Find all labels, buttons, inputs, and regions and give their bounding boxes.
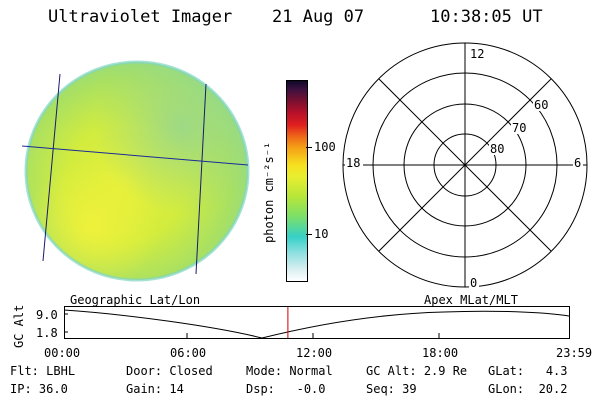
- status-glon: GLon: 20.2: [488, 382, 568, 396]
- timeline-x-tick-0600: 06:00: [170, 346, 207, 360]
- status-ip: IP: 36.0: [10, 382, 68, 396]
- lat-label-80: 80: [490, 142, 504, 156]
- timeline-x-tick-1200: 12:00: [296, 346, 333, 360]
- mlt-label-12: 12: [470, 47, 484, 61]
- date-label: 21 Aug 07: [272, 7, 365, 27]
- status-dsp: Dsp: -0.0: [246, 382, 326, 396]
- status-glat: GLat: 4.3: [488, 364, 568, 378]
- timeline-x-tick-0000: 00:00: [44, 346, 81, 360]
- status-gain: Gain: 14: [126, 382, 184, 396]
- timeline-right-title: Apex MLat/MLT: [424, 293, 518, 307]
- meridian-line-right: [195, 83, 207, 275]
- timeline-y-tick-max: 9.0: [36, 308, 58, 322]
- timeline-y-label: GC Alt: [12, 304, 26, 348]
- colorbar-tick-10: 10: [314, 227, 329, 241]
- colorbar-tick-100: 100: [314, 140, 336, 154]
- meridian-line-left: [42, 73, 61, 262]
- timeline-left-title: Geographic Lat/Lon: [70, 293, 201, 307]
- status-filter: Flt: LBHL: [10, 364, 76, 378]
- lat-label-60: 60: [534, 98, 548, 112]
- colorbar: [286, 80, 308, 282]
- colorbar-unit-label: photon cm⁻²s⁻¹: [262, 141, 276, 243]
- timeline-x-tick-1800: 18:00: [422, 346, 459, 360]
- status-door: Door: Closed: [126, 364, 213, 378]
- status-seq: Seq: 39: [366, 382, 417, 396]
- status-gc-alt: GC Alt: 2.9 Re: [366, 364, 468, 378]
- timeline-x-tick-2359: 23:59: [556, 346, 593, 360]
- status-mode: Mode: Normal: [246, 364, 333, 378]
- instrument-title: Ultraviolet Imager: [48, 7, 233, 27]
- timeline-plot: [64, 306, 570, 339]
- mlt-label-18: 18: [346, 156, 360, 170]
- timeline-y-tick-min: 1.8: [36, 326, 58, 340]
- mlt-label-6: 6: [574, 156, 581, 170]
- time-label: 10:38:05 UT: [430, 7, 543, 27]
- auroral-image: [21, 60, 250, 282]
- altitude-curve: [64, 309, 570, 339]
- polar-plot: 12 0 18 6 60 70 80: [342, 42, 588, 290]
- lat-label-70: 70: [512, 121, 526, 135]
- parallel-line: [21, 145, 249, 166]
- mlt-label-0: 0: [470, 276, 477, 290]
